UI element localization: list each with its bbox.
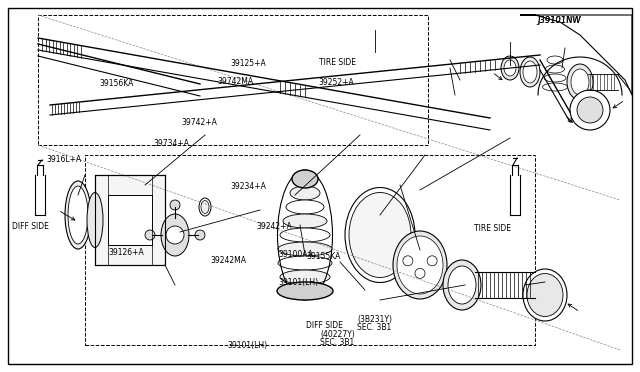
Ellipse shape	[443, 260, 481, 310]
Bar	[95, 175, 165, 265]
Text: DIFF SIDE: DIFF SIDE	[12, 222, 49, 231]
Text: DIFF SIDE: DIFF SIDE	[306, 321, 343, 330]
Text: J39101NW: J39101NW	[538, 16, 581, 25]
Text: 39242+A: 39242+A	[256, 222, 292, 231]
Text: 39155KA: 39155KA	[306, 252, 340, 261]
Circle shape	[170, 200, 180, 210]
Ellipse shape	[277, 282, 333, 300]
Ellipse shape	[349, 192, 411, 278]
Bar	[38, 15, 428, 145]
Ellipse shape	[504, 60, 516, 76]
Ellipse shape	[283, 214, 327, 228]
Text: 3916L+A: 3916L+A	[46, 155, 81, 164]
Text: 39252+A: 39252+A	[319, 78, 355, 87]
Ellipse shape	[567, 64, 593, 100]
Ellipse shape	[290, 186, 320, 200]
Ellipse shape	[448, 266, 476, 304]
Text: 39100AA: 39100AA	[278, 250, 314, 259]
Text: 39125+A: 39125+A	[230, 59, 266, 68]
Text: (3B231Y): (3B231Y)	[357, 315, 392, 324]
Circle shape	[403, 256, 413, 266]
Ellipse shape	[278, 242, 332, 256]
Ellipse shape	[393, 231, 447, 299]
Text: J39101NW: J39101NW	[538, 16, 582, 25]
Text: 39242MA: 39242MA	[210, 256, 246, 265]
Ellipse shape	[397, 236, 443, 294]
Text: SEC. 3B1: SEC. 3B1	[320, 338, 355, 347]
Ellipse shape	[292, 170, 318, 188]
Text: 39234+A: 39234+A	[230, 182, 266, 190]
Ellipse shape	[527, 273, 563, 317]
Ellipse shape	[283, 284, 327, 298]
Ellipse shape	[87, 192, 103, 247]
Bar	[85, 155, 535, 345]
Ellipse shape	[278, 256, 332, 270]
Ellipse shape	[201, 201, 209, 214]
Bar	[108, 195, 152, 245]
Ellipse shape	[199, 198, 211, 216]
Circle shape	[427, 256, 437, 266]
Ellipse shape	[280, 228, 330, 242]
Ellipse shape	[523, 61, 537, 83]
Circle shape	[570, 90, 610, 130]
Ellipse shape	[286, 200, 324, 214]
Text: 39101(LH): 39101(LH)	[278, 278, 319, 287]
Ellipse shape	[345, 187, 415, 282]
Ellipse shape	[520, 57, 540, 87]
Text: 39156KA: 39156KA	[99, 79, 134, 88]
Text: SEC. 3B1: SEC. 3B1	[357, 323, 392, 332]
Ellipse shape	[501, 56, 519, 80]
Ellipse shape	[571, 69, 589, 95]
Circle shape	[145, 230, 155, 240]
Text: 39126+A: 39126+A	[109, 248, 145, 257]
Circle shape	[415, 269, 425, 278]
Text: 39734+A: 39734+A	[154, 139, 189, 148]
Circle shape	[195, 230, 205, 240]
Text: TIRE SIDE: TIRE SIDE	[474, 224, 511, 233]
Text: 39742MA: 39742MA	[218, 77, 253, 86]
Ellipse shape	[65, 181, 91, 249]
Circle shape	[577, 97, 603, 123]
Ellipse shape	[161, 214, 189, 256]
Ellipse shape	[294, 172, 316, 186]
Circle shape	[166, 226, 184, 244]
Text: TIRE SIDE: TIRE SIDE	[319, 58, 356, 67]
Text: (40227Y): (40227Y)	[320, 330, 355, 339]
Text: 39742+A: 39742+A	[182, 118, 218, 127]
Ellipse shape	[68, 186, 88, 244]
Ellipse shape	[280, 270, 330, 284]
Text: 39101(LH): 39101(LH)	[227, 341, 268, 350]
Ellipse shape	[523, 269, 567, 321]
